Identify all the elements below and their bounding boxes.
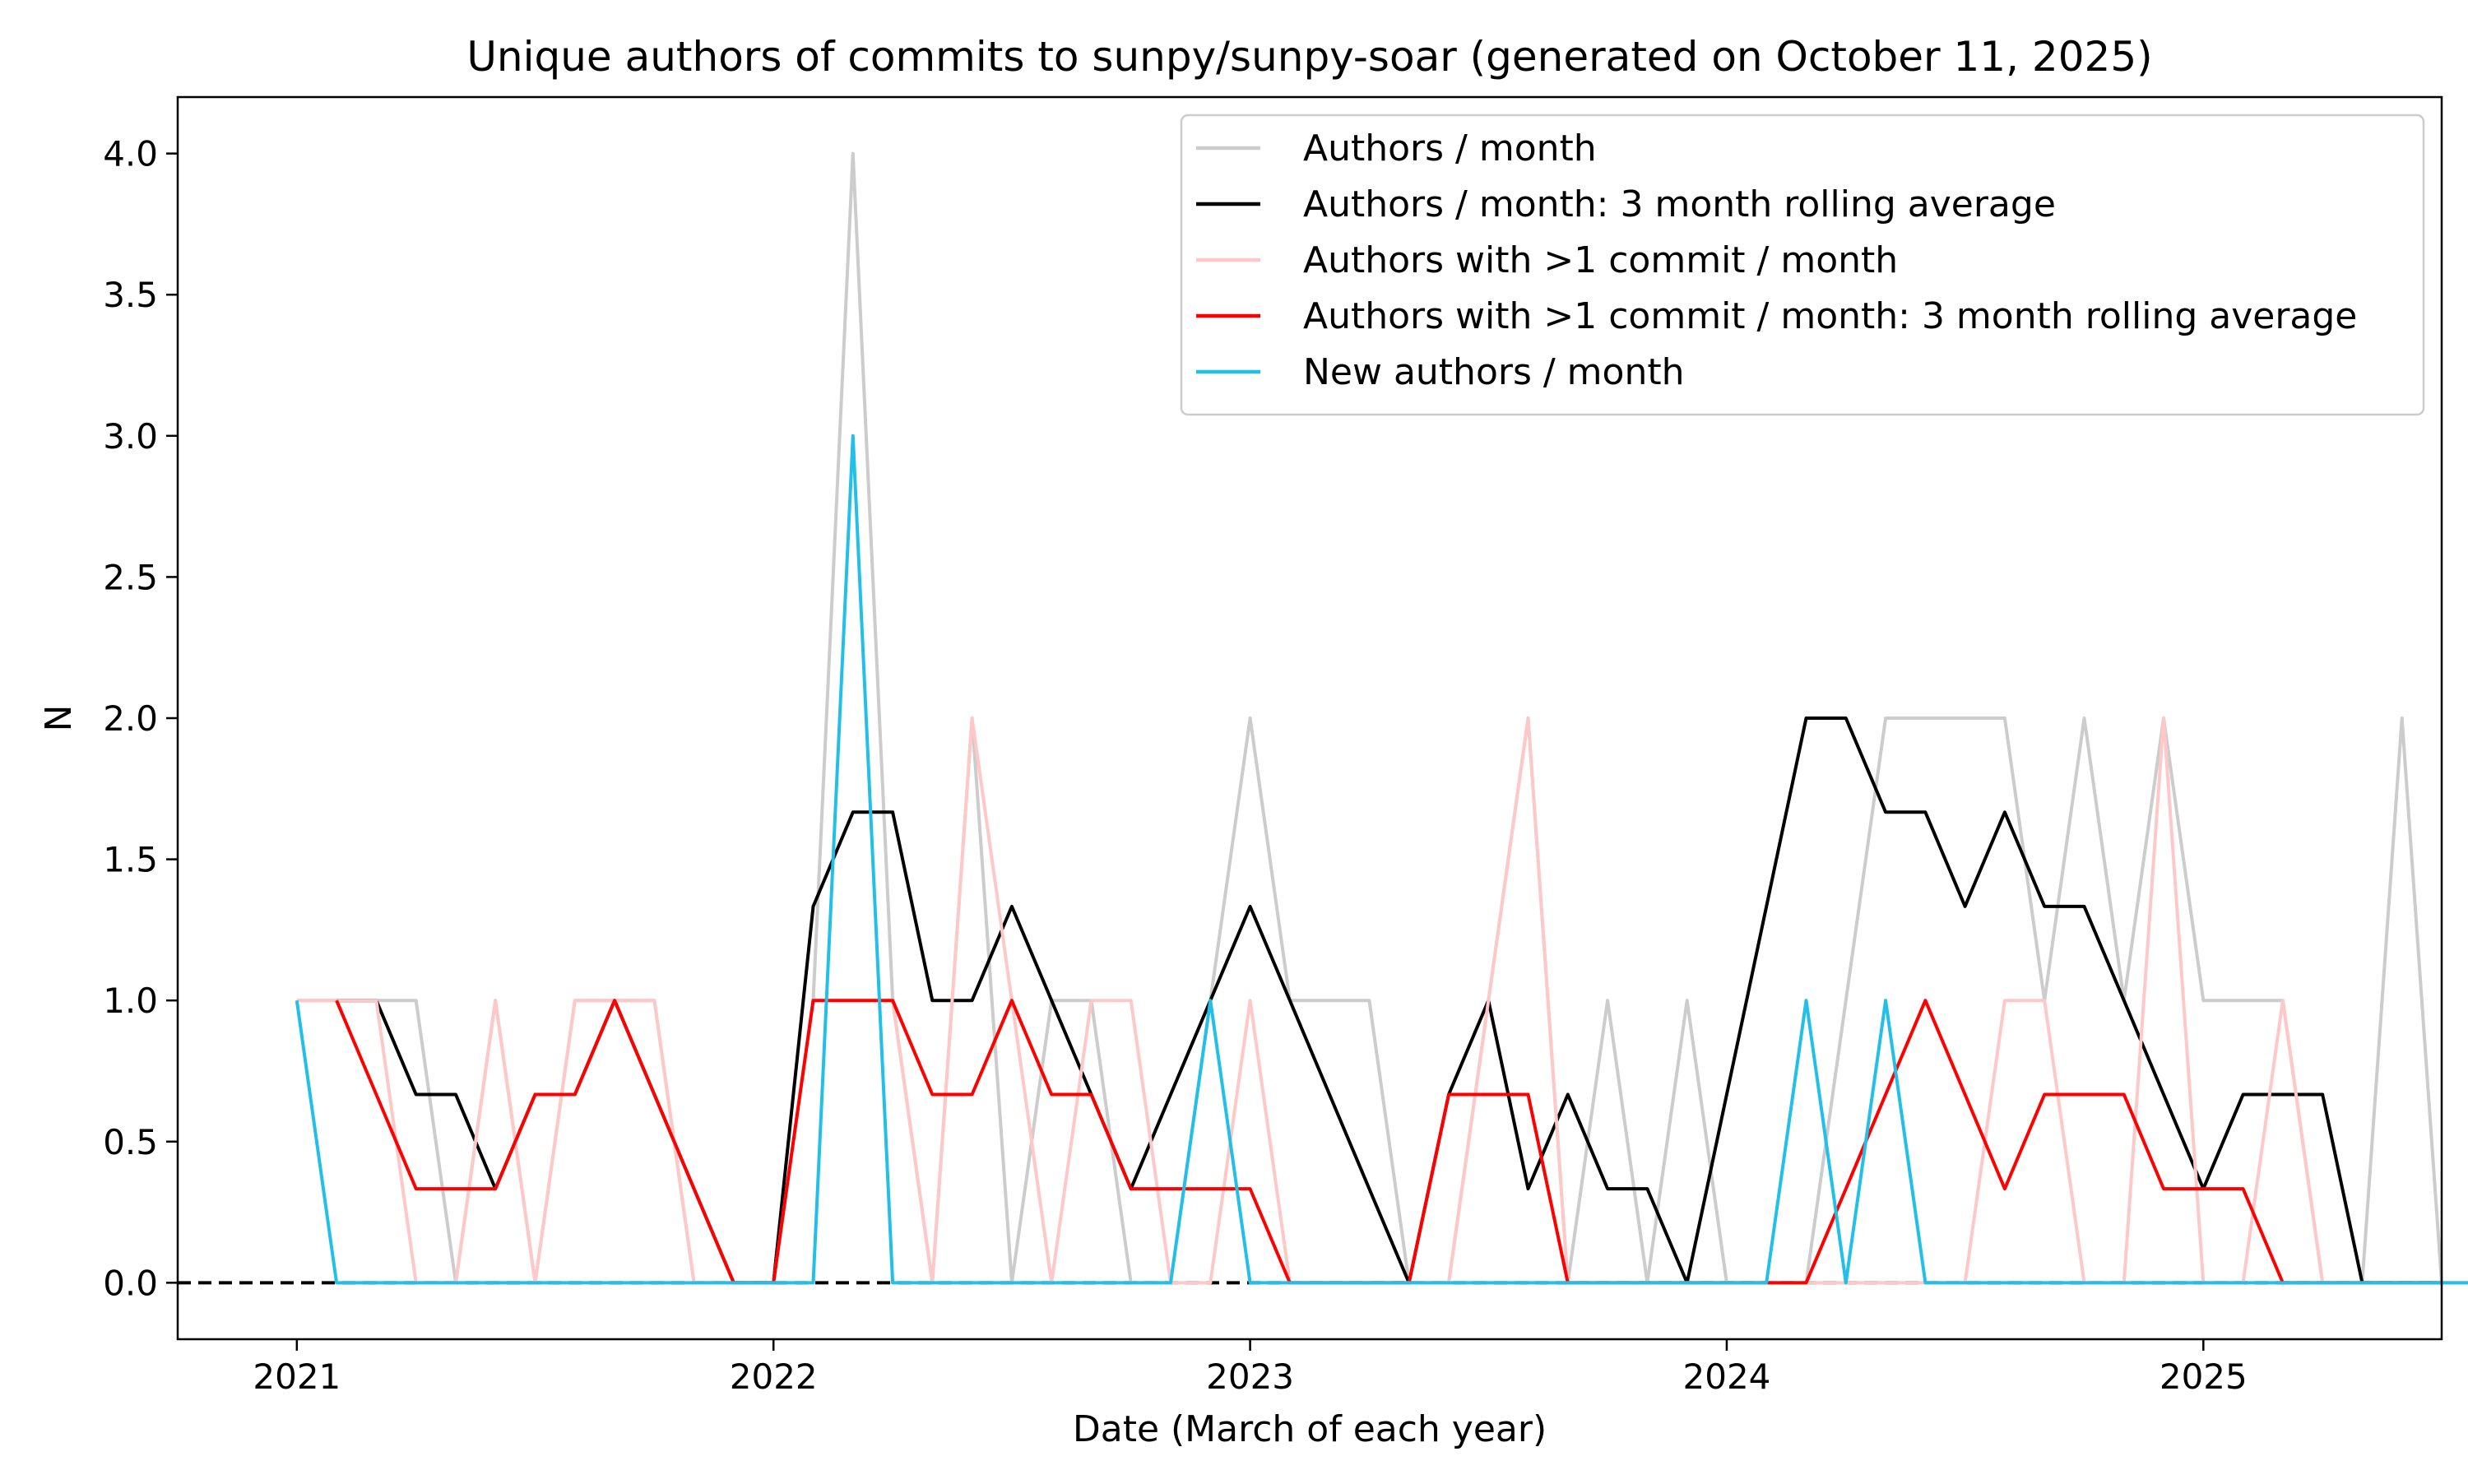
legend-label: Authors / month: 3 month rolling average [1303, 183, 2056, 225]
chart-title: Unique authors of commits to sunpy/sunpy… [466, 33, 2152, 81]
y-tick-label: 2.5 [103, 557, 158, 597]
x-tick-label: 2022 [730, 1356, 818, 1397]
y-tick-label: 4.0 [103, 134, 158, 174]
legend-label: Authors with >1 commit / month [1303, 239, 1898, 281]
legend-label: New authors / month [1303, 351, 1684, 393]
legend-label: Authors with >1 commit / month: 3 month … [1303, 295, 2357, 337]
x-axis-label: Date (March of each year) [1073, 1408, 1547, 1450]
y-axis-label: N [38, 705, 80, 732]
x-tick-label: 2024 [1683, 1356, 1771, 1397]
series-line-5-new-authors-month [295, 434, 2468, 1285]
y-tick-label: 1.5 [103, 840, 158, 880]
legend-box [1180, 114, 2425, 416]
legend: Authors / month Authors / month: 3 month … [1180, 114, 2425, 416]
legend-label: Authors / month [1303, 128, 1597, 169]
x-tick-label: 2025 [2160, 1356, 2248, 1397]
y-tick-label: 3.5 [103, 275, 158, 315]
x-tick-label: 2021 [253, 1356, 341, 1397]
y-tick-label: 2.0 [103, 698, 158, 739]
y-tick-label: 0.5 [103, 1122, 158, 1162]
y-tick-label: 1.0 [103, 981, 158, 1021]
y-tick-label: 0.0 [103, 1263, 158, 1303]
x-tick-label: 2023 [1206, 1356, 1294, 1397]
y-tick-label: 3.0 [103, 416, 158, 457]
